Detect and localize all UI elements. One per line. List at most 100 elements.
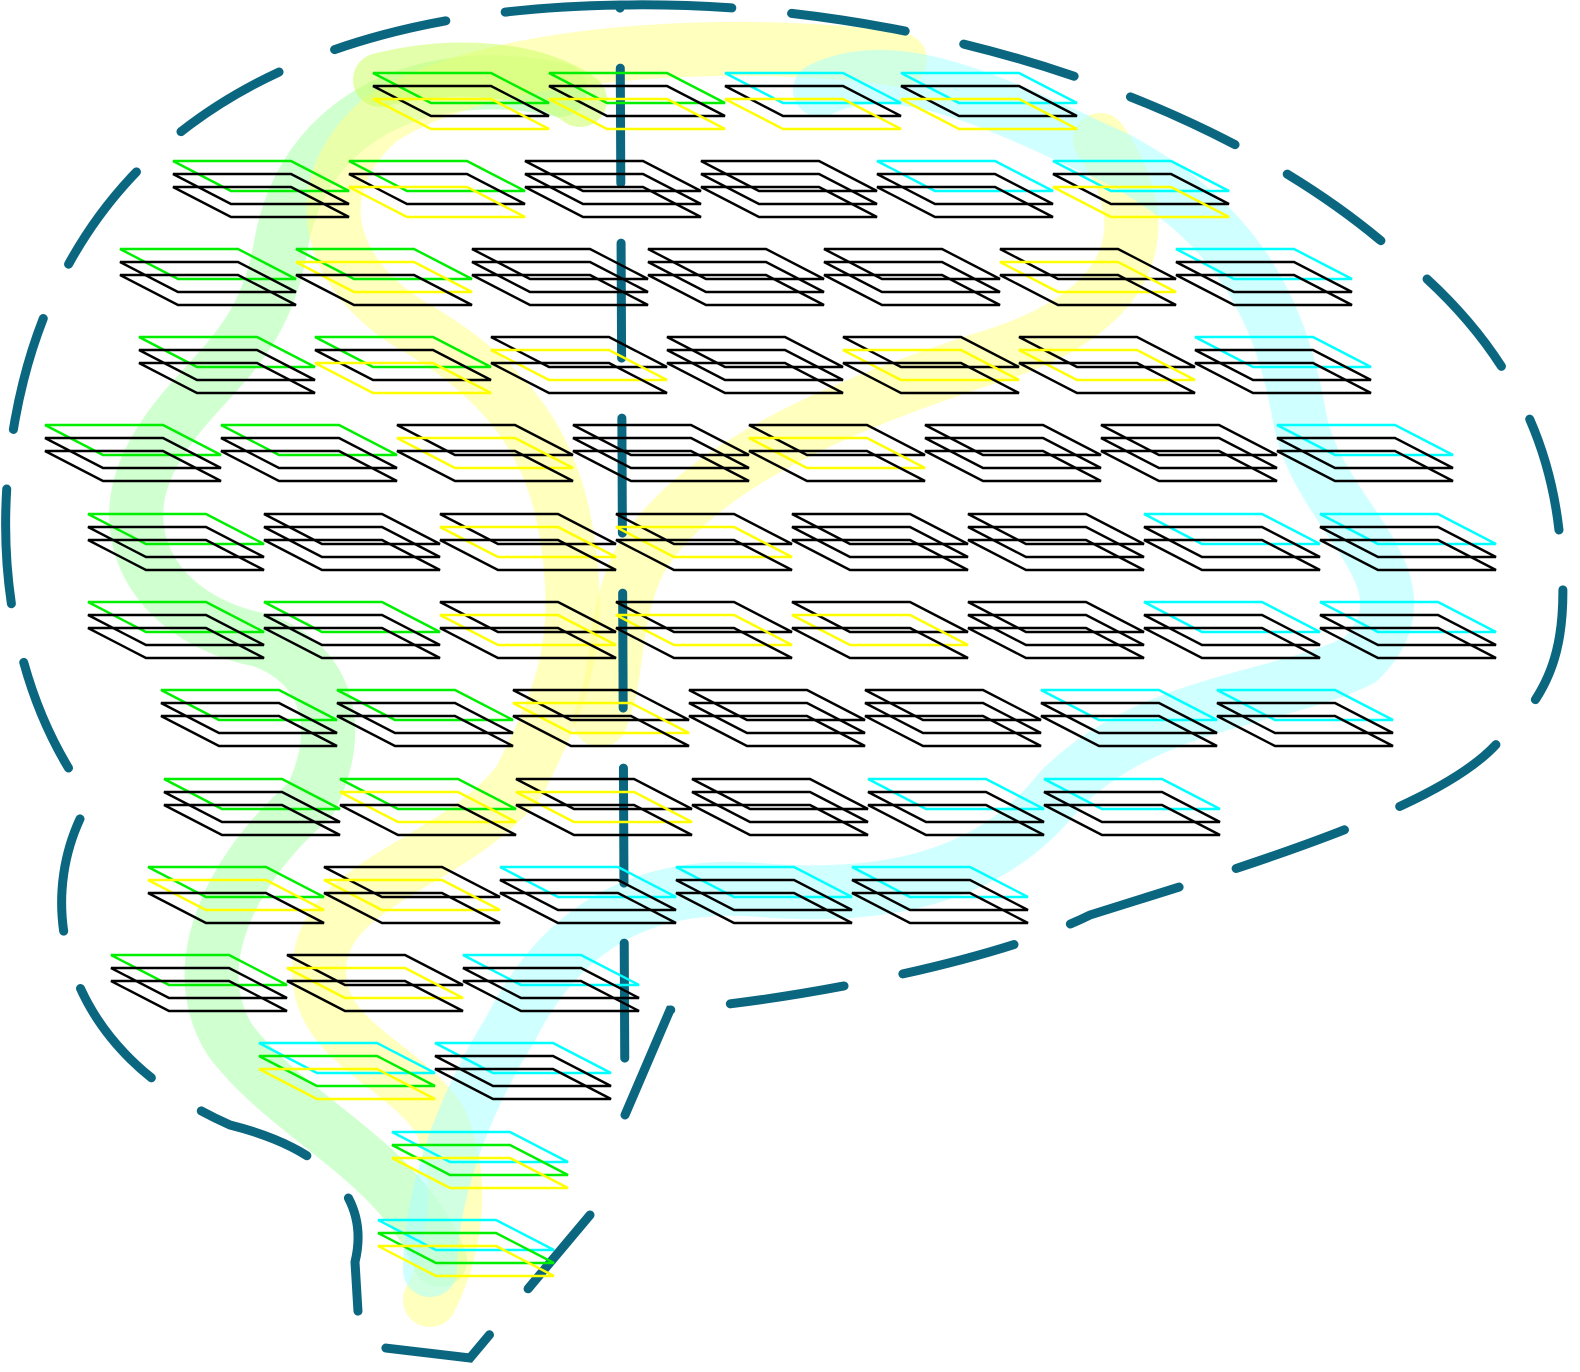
layer-sheet-green — [377, 1231, 555, 1265]
layer-stack — [339, 777, 517, 837]
layer-sheet-black — [439, 538, 617, 572]
layer-stack — [999, 247, 1177, 307]
layer-sheet-black — [515, 803, 693, 837]
layer-sheet-black — [900, 84, 1078, 118]
layer-sheet-yellow — [1018, 348, 1196, 382]
layer-sheet-black — [471, 260, 649, 294]
layer-sheet-yellow — [439, 525, 617, 559]
layer-sheet-yellow — [748, 436, 926, 470]
layer-stack — [967, 600, 1145, 660]
layer-stack — [286, 953, 464, 1013]
layer-stack — [439, 600, 617, 660]
layer-sheet-green — [87, 512, 265, 546]
layer-sheet-black — [490, 335, 668, 369]
layer-sheet-black — [864, 688, 1042, 722]
layer-sheet-black — [1143, 626, 1321, 660]
layer-sheet-black — [1143, 538, 1321, 572]
layer-stack — [1319, 512, 1497, 572]
layer-sheet-black — [1100, 436, 1278, 470]
layer-sheet-black — [666, 361, 844, 395]
layer-stack — [348, 159, 526, 219]
layer-sheet-cyan — [377, 1218, 555, 1252]
layer-sheet-black — [138, 361, 316, 395]
layer-sheet-yellow — [439, 613, 617, 647]
layer-stack — [336, 688, 514, 748]
layer-stack — [791, 600, 969, 660]
layer-sheet-black — [700, 172, 878, 206]
layer-sheet-black — [490, 361, 668, 395]
layer-sheet-black — [323, 891, 501, 925]
layer-sheet-black — [967, 626, 1145, 660]
layer-sheet-green — [87, 600, 265, 634]
layer-sheet-cyan — [1143, 600, 1321, 634]
cyan-path — [403, 50, 1415, 1297]
layer-sheet-yellow — [615, 525, 793, 559]
layer-stack — [44, 423, 222, 483]
layer-sheet-black — [87, 626, 265, 660]
layer-sheet-black — [512, 688, 690, 722]
layer-sheet-black — [396, 449, 574, 483]
layer-sheet-black — [691, 777, 869, 811]
layer-stack — [851, 865, 1029, 925]
layer-sheet-black — [823, 273, 1001, 307]
layer-sheet-black — [867, 790, 1045, 824]
layer-sheet-black — [1175, 260, 1353, 294]
layer-sheet-black — [439, 512, 617, 546]
layer-sheet-black — [548, 84, 726, 118]
layer-sheet-black — [220, 436, 398, 470]
layer-sheet-yellow — [147, 878, 325, 912]
layer-sheet-black — [700, 159, 878, 193]
layer-sheet-black — [1040, 701, 1218, 735]
layer-sheet-black — [512, 714, 690, 748]
layer-sheet-black — [615, 600, 793, 634]
layer-sheet-yellow — [724, 97, 902, 131]
layer-stack — [220, 423, 398, 483]
layer-sheet-black — [1319, 525, 1497, 559]
layer-sheet-black — [851, 891, 1029, 925]
layer-sheet-black — [263, 525, 441, 559]
layer-sheet-yellow — [377, 1244, 555, 1278]
layer-sheet-black — [160, 714, 338, 748]
layer-stack — [842, 335, 1020, 395]
layer-stack — [688, 688, 866, 748]
layer-sheet-green — [138, 335, 316, 369]
layer-sheet-black — [867, 803, 1045, 837]
layer-stack — [1052, 159, 1230, 219]
layer-sheet-black — [1175, 273, 1353, 307]
layer-sheet-black — [1100, 449, 1278, 483]
layer-sheet-green — [44, 423, 222, 457]
layer-sheet-black — [615, 538, 793, 572]
layer-sheet-black — [439, 600, 617, 634]
layer-sheet-black — [263, 512, 441, 546]
layer-sheet-black — [724, 84, 902, 118]
layer-sheet-black — [666, 348, 844, 382]
layer-stack — [724, 71, 902, 131]
layer-sheet-black — [967, 613, 1145, 647]
layer-stack — [160, 688, 338, 748]
layer-sheet-cyan — [1040, 688, 1218, 722]
layer-sheet-black — [1319, 538, 1497, 572]
layer-sheet-black — [138, 348, 316, 382]
layer-sheet-black — [666, 335, 844, 369]
layer-stack — [295, 247, 473, 307]
layer-sheet-black — [295, 273, 473, 307]
layer-sheet-black — [791, 626, 969, 660]
layer-stack — [163, 777, 341, 837]
layer-stack — [1194, 335, 1372, 395]
layer-stack — [748, 423, 926, 483]
layer-sheet-black — [1018, 335, 1196, 369]
layer-stack — [1216, 688, 1394, 748]
layer-sheet-black — [851, 878, 1029, 912]
layer-sheet-black — [1043, 803, 1221, 837]
layer-sheet-cyan — [1194, 335, 1372, 369]
layer-stack — [864, 688, 1042, 748]
layer-sheet-black — [323, 865, 501, 899]
layer-sheet-black — [110, 979, 288, 1013]
layer-stack — [615, 600, 793, 660]
layer-sheet-black — [864, 701, 1042, 735]
layer-stack — [119, 247, 297, 307]
layer-sheet-black — [434, 1067, 612, 1101]
layer-sheet-black — [172, 185, 350, 219]
layer-sheet-cyan — [1216, 688, 1394, 722]
